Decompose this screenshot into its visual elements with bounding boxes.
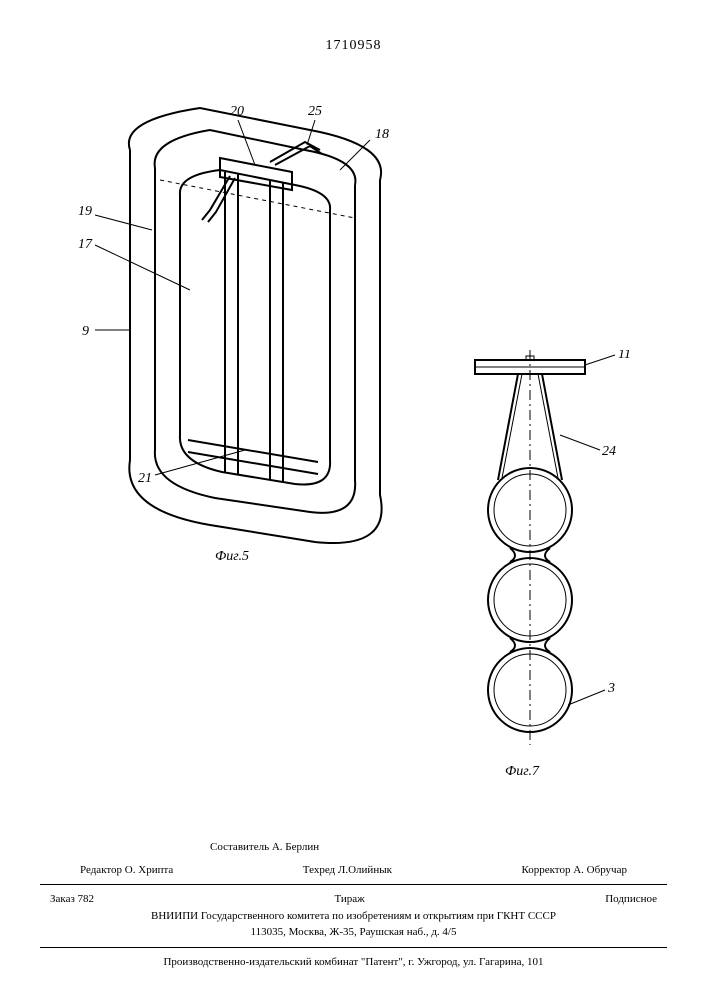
callout-20: 20 — [230, 104, 244, 119]
producer-line: Производственно-издательский комбинат "П… — [40, 954, 667, 971]
divider-1 — [40, 884, 667, 885]
callout-24: 24 — [602, 444, 616, 459]
callout-19: 19 — [78, 204, 92, 219]
tech: Техред Л.Олийнык — [303, 862, 392, 879]
divider-2 — [40, 947, 667, 948]
vniipi-line: ВНИИПИ Государственного комитета по изоб… — [40, 908, 667, 925]
footer: Составитель А. Берлин Редактор О. Хрипта… — [40, 839, 667, 970]
corrector: Корректор А. Обручар — [521, 862, 627, 879]
callout-9: 9 — [82, 324, 89, 339]
order-number: Заказ 782 — [50, 891, 94, 908]
callout-11: 11 — [618, 350, 631, 362]
figure-5: 20 25 18 19 17 9 21 Фиг.5 — [60, 80, 440, 570]
address-line: 113035, Москва, Ж-35, Раушская наб., д. … — [40, 924, 667, 941]
editor: Редактор О. Хрипта — [80, 862, 173, 879]
fig7-label: Фиг.7 — [505, 764, 540, 779]
callout-25: 25 — [308, 104, 322, 119]
figures-container: 20 25 18 19 17 9 21 Фиг.5 — [60, 80, 660, 780]
callout-21: 21 — [138, 471, 152, 486]
tirazh: Тираж — [334, 891, 364, 908]
fig5-label: Фиг.5 — [215, 549, 249, 564]
callout-18: 18 — [375, 127, 389, 142]
callout-3: 3 — [607, 681, 615, 696]
compiler: Составитель А. Берлин — [210, 839, 319, 856]
patent-number: 1710958 — [0, 38, 707, 54]
callout-17: 17 — [78, 237, 93, 252]
figure-7: 11 24 3 Фиг.7 — [440, 350, 640, 790]
podpisnoe: Подписное — [605, 891, 657, 908]
